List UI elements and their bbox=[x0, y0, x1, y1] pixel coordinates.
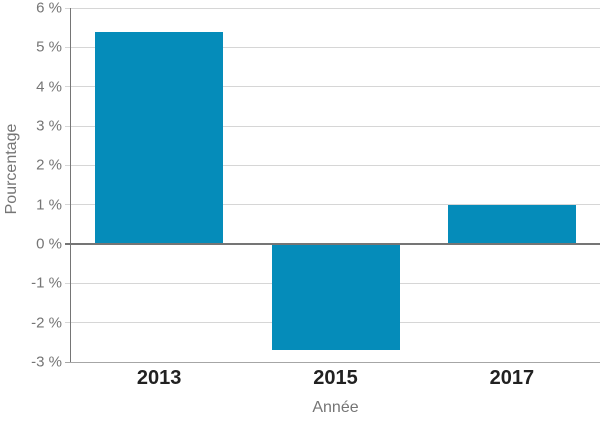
plot-area bbox=[65, 7, 600, 363]
y-axis-line bbox=[70, 8, 71, 362]
gridline bbox=[65, 125, 600, 127]
y-tick-label: 3 % bbox=[36, 117, 62, 135]
y-tick-label: 4 % bbox=[36, 78, 62, 96]
y-tick-label: -2 % bbox=[31, 314, 62, 332]
y-axis-tick-labels: 6 % 5 % 4 % 3 % 2 % 1 % 0 % -1 % -2 % -3 % bbox=[0, 0, 62, 371]
bar-2017 bbox=[447, 204, 576, 244]
y-tick-label: -1 % bbox=[31, 274, 62, 292]
gridline bbox=[65, 164, 600, 166]
gridline bbox=[65, 204, 600, 206]
x-tick-label-2013: 2013 bbox=[136, 367, 182, 389]
gridline bbox=[65, 46, 600, 48]
gridline bbox=[65, 361, 600, 363]
x-tick-label-2017: 2017 bbox=[489, 367, 535, 389]
y-tick-label: 6 % bbox=[36, 0, 62, 17]
gridline bbox=[65, 86, 600, 88]
bar-2013 bbox=[95, 31, 224, 244]
gridline bbox=[65, 7, 600, 9]
y-tick-label: 5 % bbox=[36, 38, 62, 56]
y-tick-label: 0 % bbox=[36, 235, 62, 253]
zero-line bbox=[65, 243, 600, 245]
bar-2015 bbox=[271, 244, 400, 351]
x-axis-title: Année bbox=[312, 399, 359, 416]
x-axis-tick-labels: 2013 2015 2017 bbox=[71, 367, 600, 393]
y-tick-label: 2 % bbox=[36, 156, 62, 174]
x-tick-label-2015: 2015 bbox=[313, 367, 358, 389]
y-tick-label: -3 % bbox=[31, 353, 62, 371]
y-tick-label: 1 % bbox=[36, 196, 62, 214]
